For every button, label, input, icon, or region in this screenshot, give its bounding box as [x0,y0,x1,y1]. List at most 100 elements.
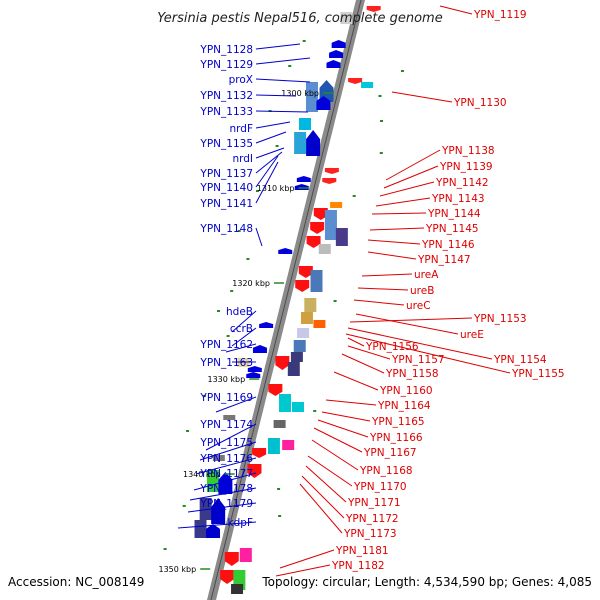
right-leader-YPN_1143 [375,197,431,207]
gene-block-37 [318,244,331,254]
right-leader-ureA [361,273,413,277]
genome-backbone [207,0,365,600]
gene-block-24 [194,520,207,538]
gene-arrow-12 [278,248,293,254]
gene-block-48 [287,362,300,376]
right-leader-YPN_1119 [439,5,473,15]
gene-arrow-39 [295,280,310,292]
gene-block-7 [299,118,312,130]
right-label-YPN_1146: YPN_1146 [421,239,475,251]
gene-arrow-11 [294,184,309,190]
right-label-YPN_1139: YPN_1139 [439,161,493,173]
left-label-ccrB: ccrB [230,323,253,335]
left-label-YPN_1141: YPN_1141 [199,198,253,210]
right-leader-ureE [355,313,459,335]
left-label-proX: proX [229,74,253,86]
left-label-nrdF: nrdF [230,123,254,135]
gene-block-22 [199,498,212,520]
kbp-tick-label-1: 1310 kbp [257,184,295,193]
marker-dash-3 [275,145,279,147]
gene-block-46 [290,352,303,362]
marker-dash-18 [352,195,356,197]
right-label-YPN_1153: YPN_1153 [473,313,527,325]
right-leader-YPN_1170 [307,455,353,487]
right-label-YPN_1173: YPN_1173 [343,528,397,540]
left-leader-proX [255,78,311,83]
right-leader-YPN_1164 [325,399,377,406]
right-leader-YPN_1154 [347,327,493,360]
right-leader-YPN_1171 [305,465,347,503]
gene-block-51 [291,402,304,412]
gene-arrow-29 [324,168,339,174]
gene-block-35 [324,210,337,240]
gene-arrow-17 [246,372,261,378]
right-leader-YPN_1160 [333,371,379,391]
marker-dash-6 [246,258,250,260]
gene-block-28 [361,82,374,88]
marker-dash-12 [182,505,186,507]
marker-dash-9 [226,335,230,337]
left-leader-YPN_1162 [225,343,257,353]
right-label-YPN_1145: YPN_1145 [425,223,479,235]
right-leader-YPN_1181 [279,549,335,569]
right-label-YPN_1172: YPN_1172 [345,513,399,525]
left-leader-YPN_1175 [199,441,257,461]
kbp-tick-label-3: 1330 kbp [208,375,246,384]
right-label-YPN_1156: YPN_1156 [365,341,419,353]
accession-text: Accession: NC_008149 [8,575,144,589]
gene-arrow-55 [252,448,267,458]
left-label-YPN_1140: YPN_1140 [199,182,253,194]
right-leader-YPN_1144 [371,212,427,215]
right-leader-YPN_1165 [321,411,371,422]
right-label-YPN_1167: YPN_1167 [363,447,417,459]
right-label-YPN_1144: YPN_1144 [427,208,481,220]
left-leader-ccrB [231,327,257,347]
right-leader-YPN_1158 [341,353,385,374]
marker-dash-16 [380,120,384,122]
marker-dash-11 [186,430,190,432]
gene-block-43 [313,320,326,328]
gene-block-20 [206,470,219,492]
marker-dash-20 [313,410,317,412]
right-leader-YPN_1167 [313,427,363,453]
right-leader-ureB [357,287,409,291]
gene-arrow-26 [366,6,381,12]
right-leader-YPN_1139 [383,165,439,189]
gene-arrow-27 [348,78,363,84]
right-label-YPN_1154: YPN_1154 [493,354,547,366]
gene-arrow-47 [275,356,290,370]
gene-arrow-10 [296,176,311,182]
gene-arrow-49 [268,384,283,396]
right-leader-YPN_1168 [311,439,359,471]
gene-arrow-34 [306,236,321,248]
right-leader-YPN_1145 [369,227,425,231]
gene-arrow-30 [322,178,337,184]
gene-arrow-23 [211,498,226,524]
gene-block-0 [340,12,353,24]
gene-arrow-33 [310,222,325,234]
gene-arrow-59 [220,570,235,584]
right-leader-YPN_1157 [347,345,391,360]
left-label-YPN_1163: YPN_1163 [199,357,253,369]
gene-arrow-25 [206,524,221,538]
right-label-ureC: ureC [406,300,431,312]
left-label-YPN_1129: YPN_1129 [199,59,253,71]
right-leader-YPN_1130 [391,91,453,103]
right-label-YPN_1142: YPN_1142 [435,177,489,189]
left-leader-YPN_1178 [189,487,257,501]
left-leader-YPN_1133 [255,110,309,113]
gene-block-61 [231,584,244,594]
left-label-YPN_1162: YPN_1162 [199,339,253,351]
backbone-line [210,0,362,600]
right-leader-YPN_1146 [367,239,421,245]
left-label-YPN_1169: YPN_1169 [199,392,253,404]
right-leader-YPN_1142 [379,181,435,197]
marker-dash-21 [277,488,281,490]
marker-dash-5 [237,230,241,232]
marker-dash-0 [302,40,306,42]
gene-block-19 [212,455,225,461]
left-leader-YPN_1137 [255,151,283,174]
right-label-YPN_1130: YPN_1130 [453,97,507,109]
right-leader-YPN_1147 [367,251,417,260]
